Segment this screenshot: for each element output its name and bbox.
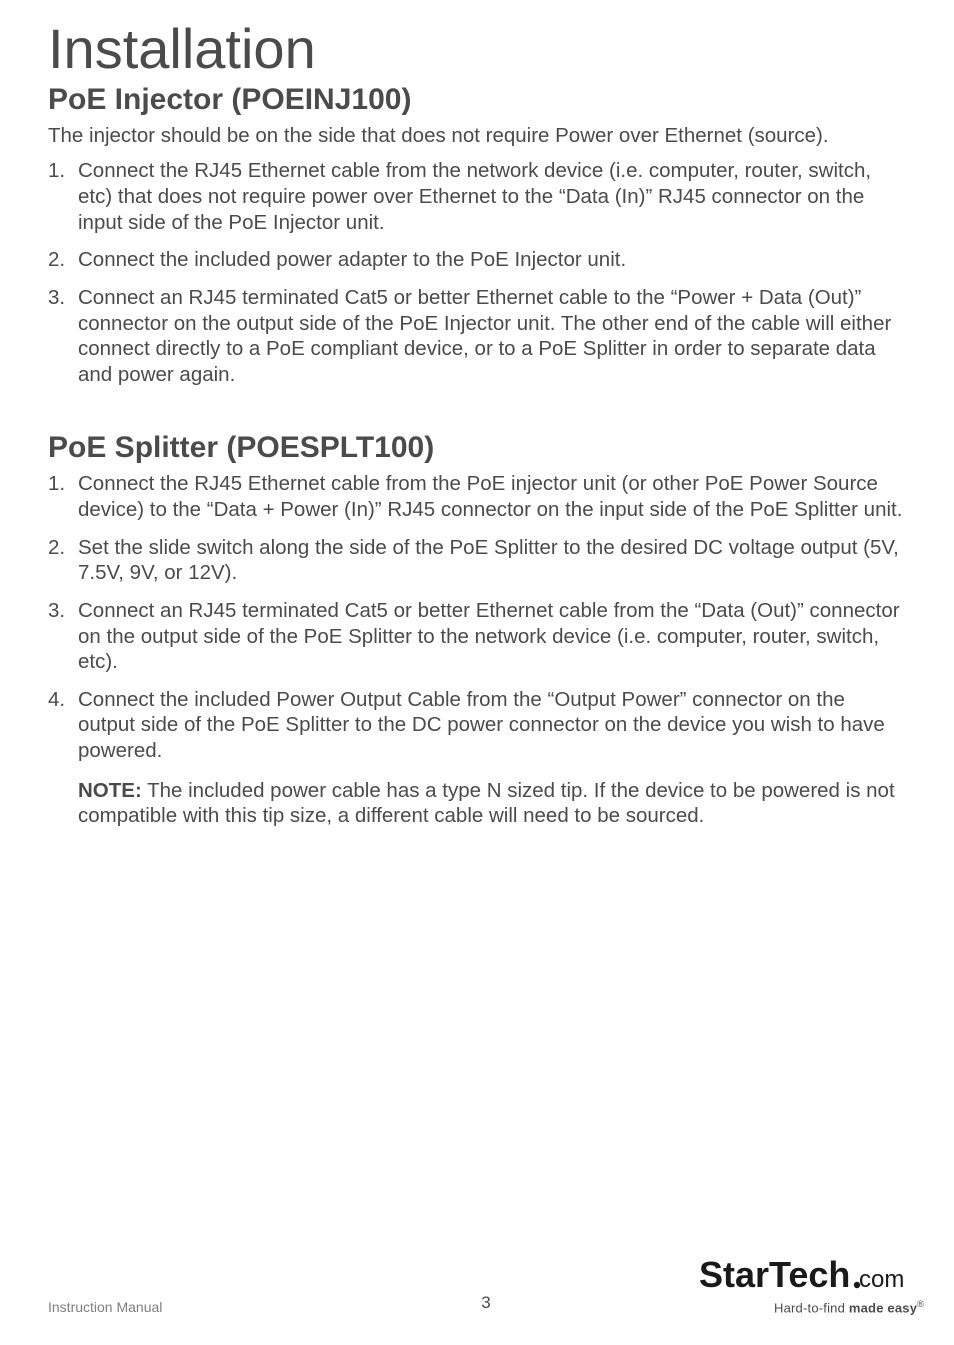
section-heading-splitter: PoE Splitter (POESPLT100) [48, 431, 906, 465]
section-heading-injector: PoE Injector (POEINJ100) [48, 83, 906, 117]
registered-mark: ® [917, 1299, 924, 1309]
page-number: 3 [481, 1293, 490, 1313]
page-footer: Instruction Manual 3 StarTech com Hard-t… [48, 1255, 924, 1315]
list-item: Connect the included power adapter to th… [48, 247, 906, 273]
list-item: Connect an RJ45 terminated Cat5 or bette… [48, 598, 906, 675]
tagline-prefix: Hard-to-find [774, 1300, 849, 1315]
list-item: Set the slide switch along the side of t… [48, 535, 906, 586]
list-item: Connect the RJ45 Ethernet cable from the… [48, 158, 906, 235]
brand-logo-block: StarTech com Hard-to-find made easy® [699, 1255, 924, 1315]
list-item: Connect an RJ45 terminated Cat5 or bette… [48, 285, 906, 388]
svg-text:StarTech: StarTech [699, 1255, 850, 1295]
page-title: Installation [48, 20, 906, 79]
list-item: Connect the RJ45 Ethernet cable from the… [48, 471, 906, 522]
note-paragraph: NOTE: The included power cable has a typ… [48, 778, 906, 829]
footer-doc-title: Instruction Manual [48, 1299, 162, 1315]
svg-text:com: com [859, 1266, 904, 1293]
section-intro-injector: The injector should be on the side that … [48, 123, 906, 149]
tagline-bold: made easy [849, 1300, 917, 1315]
steps-list-injector: Connect the RJ45 Ethernet cable from the… [48, 158, 906, 387]
list-item: Connect the included Power Output Cable … [48, 687, 906, 764]
startech-logo-icon: StarTech com [699, 1255, 924, 1297]
note-text: The included power cable has a type N si… [78, 779, 895, 828]
steps-list-splitter: Connect the RJ45 Ethernet cable from the… [48, 471, 906, 763]
brand-tagline: Hard-to-find made easy® [699, 1299, 924, 1315]
note-label: NOTE: [78, 779, 142, 802]
